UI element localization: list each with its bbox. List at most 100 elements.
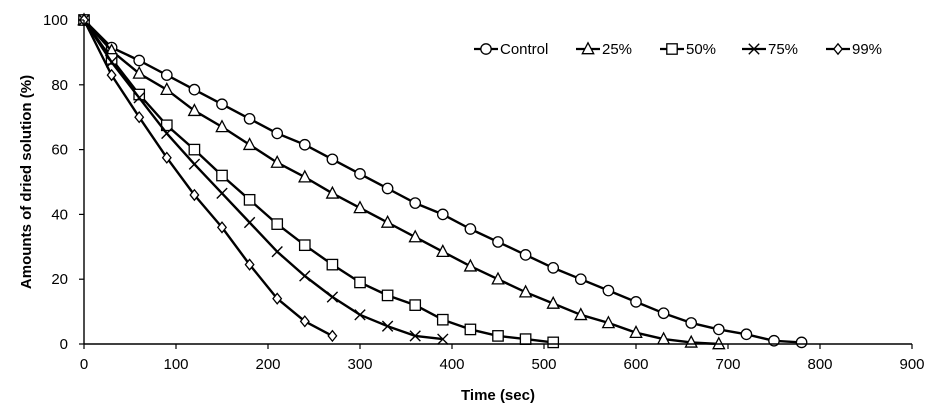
data-point	[546, 295, 560, 309]
data-point	[161, 127, 173, 140]
legend-entry: Control	[474, 41, 548, 58]
legend-entry: 99%	[826, 41, 882, 58]
series-4	[78, 13, 338, 343]
data-point	[519, 249, 532, 261]
data-point	[354, 276, 366, 289]
y-tick-label: 60	[51, 142, 68, 159]
x-tick-label: 300	[347, 356, 372, 373]
series-line	[83, 19, 802, 344]
data-point	[602, 284, 615, 297]
data-point	[327, 329, 338, 343]
data-point	[436, 244, 450, 258]
data-point	[133, 92, 145, 104]
data-point	[298, 169, 312, 183]
data-point	[272, 292, 283, 305]
y-tick-label: 20	[51, 271, 68, 288]
series-line	[82, 19, 333, 337]
data-point	[409, 197, 422, 209]
data-point	[326, 153, 339, 166]
y-axis-title: Amounts of dried solution (%)	[18, 75, 35, 289]
data-point	[299, 315, 310, 328]
data-point	[298, 239, 311, 252]
legend: Control 25% 50% 75% 99%	[474, 41, 882, 58]
data-point	[380, 214, 395, 228]
data-point	[106, 68, 117, 82]
data-point	[436, 313, 449, 326]
data-point	[354, 309, 366, 321]
data-point	[161, 151, 172, 164]
data-point	[630, 296, 642, 308]
x-tick-label: 0	[80, 356, 88, 373]
y-tick-label: 0	[60, 336, 68, 353]
data-point	[436, 208, 449, 221]
data-point	[409, 330, 421, 342]
data-point	[740, 328, 753, 341]
data-point	[408, 229, 422, 243]
series-0	[78, 14, 808, 349]
data-point	[325, 185, 340, 199]
data-point	[381, 320, 394, 332]
data-point	[299, 270, 311, 282]
data-point	[712, 336, 726, 350]
data-point	[463, 258, 478, 272]
data-point	[105, 53, 118, 65]
data-point	[216, 98, 228, 111]
data-point	[519, 333, 532, 345]
x-tick-label: 600	[623, 356, 648, 373]
data-point	[547, 262, 560, 274]
data-point	[271, 127, 284, 140]
legend-label: 50%	[686, 41, 716, 58]
data-point	[243, 193, 256, 206]
data-point	[243, 216, 256, 229]
data-point	[216, 169, 228, 182]
data-point	[326, 291, 339, 303]
x-tick-label: 900	[899, 356, 924, 373]
data-point	[132, 65, 146, 79]
data-point	[270, 154, 284, 168]
data-point	[187, 103, 202, 117]
legend-label: 25%	[602, 41, 632, 58]
data-point	[354, 168, 366, 180]
series-line	[83, 19, 719, 346]
x-tick-label: 100	[163, 356, 188, 373]
x-tick-label: 400	[439, 356, 464, 373]
data-point	[795, 336, 808, 349]
data-point	[464, 323, 477, 336]
legend-entry: 75%	[742, 41, 798, 58]
data-point	[492, 236, 504, 248]
data-point	[574, 273, 587, 286]
legend-marker	[748, 43, 760, 55]
legend-marker	[581, 41, 595, 55]
series-line	[82, 19, 443, 341]
data-point	[216, 221, 228, 234]
x-axis-ticks: 0 100 200 300 400 500 600 700 800 900	[80, 344, 925, 373]
x-tick-label: 500	[531, 356, 556, 373]
data-point	[188, 143, 201, 156]
data-point	[216, 187, 228, 200]
x-tick-label: 700	[715, 356, 740, 373]
legend-label: Control	[500, 41, 548, 58]
y-tick-label: 100	[43, 12, 68, 29]
x-axis-title: Time (sec)	[461, 387, 535, 404]
data-point	[381, 289, 394, 302]
data-point	[491, 271, 505, 285]
data-point	[547, 336, 560, 349]
data-point	[712, 323, 725, 336]
data-point	[134, 110, 145, 124]
data-point	[326, 258, 339, 271]
plot-area	[77, 12, 808, 350]
data-point	[574, 307, 588, 321]
legend-marker	[666, 43, 678, 55]
data-point	[215, 119, 229, 133]
data-point	[492, 330, 504, 342]
data-point	[243, 112, 256, 125]
data-point	[629, 325, 643, 339]
x-tick-label: 800	[807, 356, 832, 373]
data-point	[133, 54, 146, 67]
legend-marker	[480, 43, 492, 55]
data-point	[657, 307, 670, 320]
data-point	[188, 158, 201, 170]
data-point	[188, 83, 201, 96]
